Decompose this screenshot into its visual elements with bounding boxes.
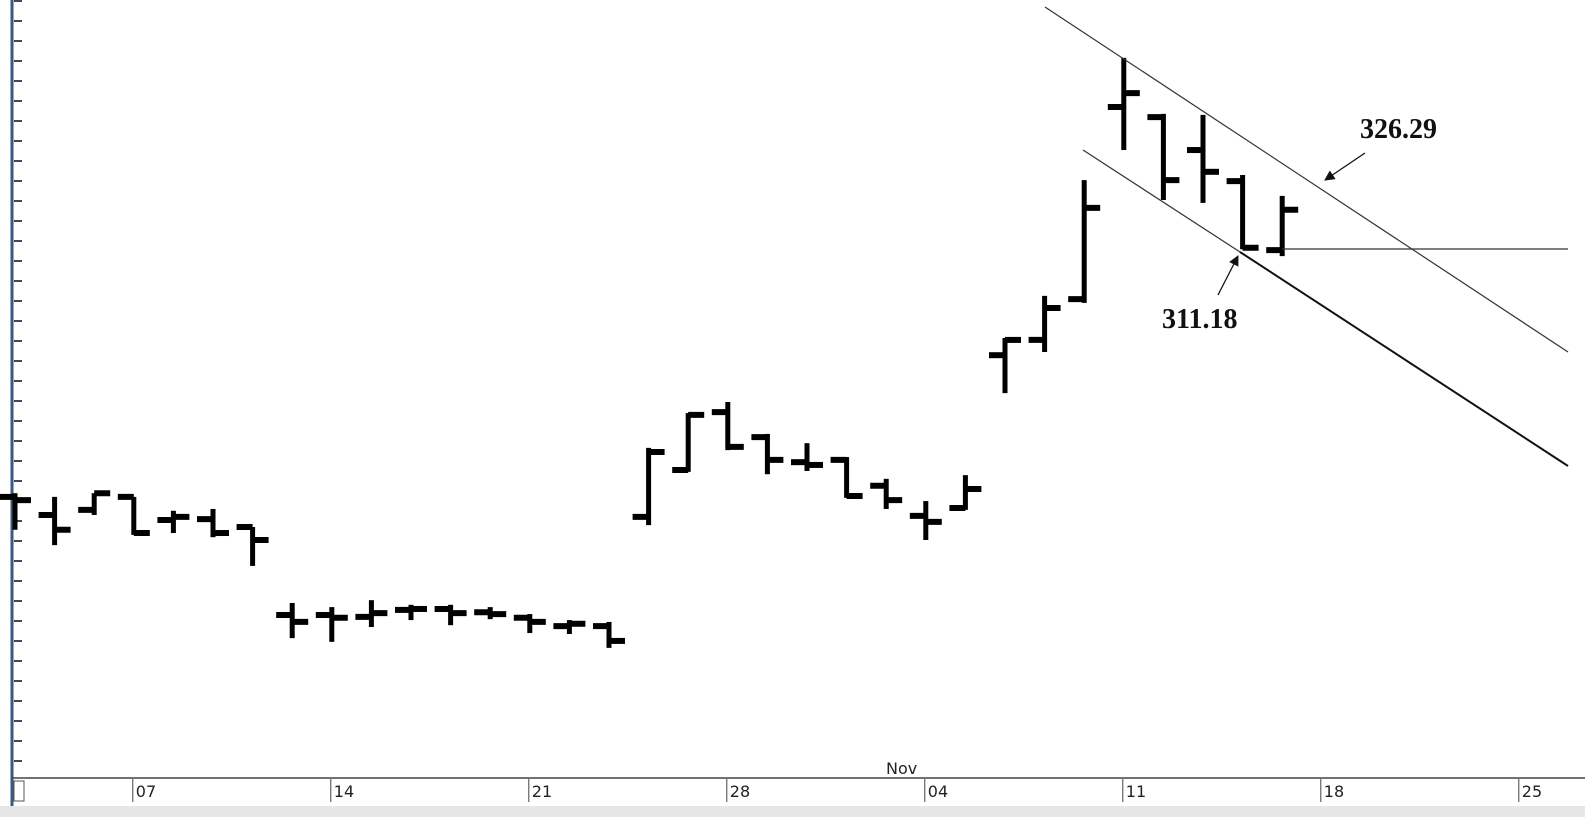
x-tick-label: 18 <box>1324 782 1344 801</box>
x-tick-label: 04 <box>928 782 948 801</box>
trend-line-lower <box>1239 251 1569 467</box>
x-tick-label: 25 <box>1522 782 1542 801</box>
x-tick-label: 21 <box>532 782 552 801</box>
annotation: 326.29 <box>1360 114 1437 145</box>
axis-box <box>13 780 25 802</box>
trend-line-lower <box>1082 149 1241 253</box>
month-label: Nov <box>886 759 917 778</box>
y-axis-ticks <box>14 0 22 778</box>
x-tick-label: 07 <box>136 782 156 801</box>
arrow <box>1217 255 1239 296</box>
bars <box>0 57 1299 648</box>
annotation: 311.18 <box>1162 304 1237 335</box>
trend-line-upper <box>1044 6 1569 353</box>
x-tick-label: 11 <box>1126 782 1146 801</box>
x-tick-label: 14 <box>334 782 354 801</box>
arrow <box>1324 152 1366 181</box>
bottom-strip <box>0 806 1585 817</box>
x-tick-label: 28 <box>730 782 750 801</box>
